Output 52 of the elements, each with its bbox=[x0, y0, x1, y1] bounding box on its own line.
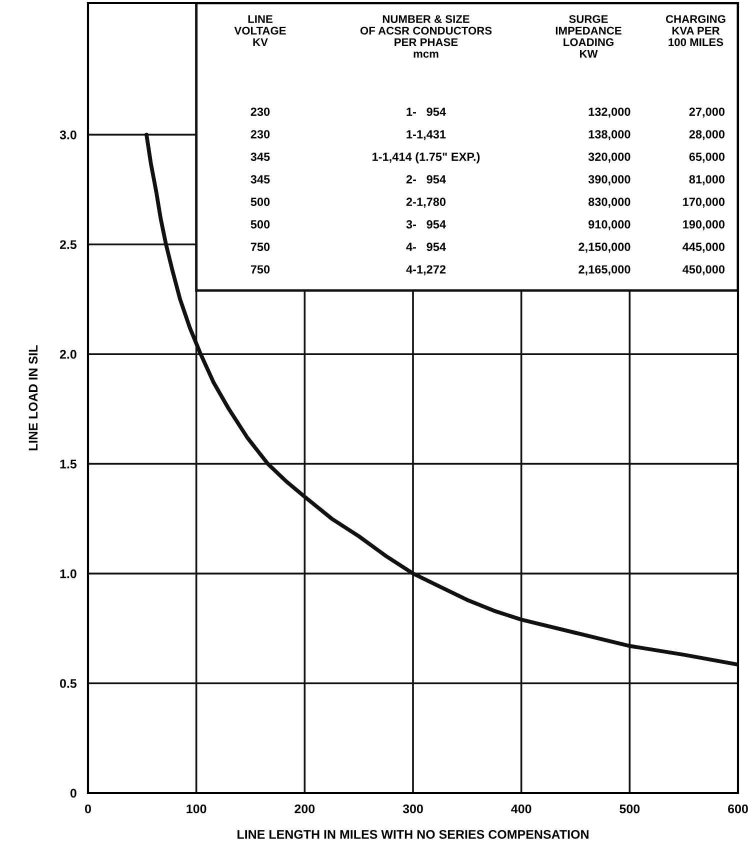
annotation: 4-1,272 bbox=[406, 265, 446, 276]
y-tick-label: 3.0 bbox=[60, 130, 76, 140]
x-tick-label: 300 bbox=[402, 804, 423, 814]
annotation: NUMBER & SIZE OF ACSR CONDUCTORS PER PHASE mcm bbox=[360, 15, 492, 58]
annotation: 910,000 bbox=[588, 220, 630, 230]
annotation: 390,000 bbox=[588, 175, 630, 186]
annotation: 3- 954 bbox=[406, 220, 446, 229]
annotation: 830,000 bbox=[588, 198, 630, 208]
annotation: 190,000 bbox=[683, 220, 725, 230]
x-tick-label: 200 bbox=[294, 804, 315, 814]
x-tick-label: 400 bbox=[511, 804, 532, 814]
annotation: 230 bbox=[250, 108, 270, 116]
annotation: 230 bbox=[250, 130, 270, 138]
annotation: 750 bbox=[250, 242, 270, 252]
annotation: 1-1,431 bbox=[406, 130, 446, 140]
y-tick-label: 2.5 bbox=[60, 240, 77, 250]
annotation: SURGE IMPEDANCE LOADING KW bbox=[556, 15, 622, 58]
annotation: LINE VOLTAGE KV bbox=[234, 15, 286, 46]
annotation: 132,000 bbox=[588, 108, 630, 118]
annotation: 1-1,414 (1.75" EXP.) bbox=[372, 152, 480, 164]
annotation: 2,150,000 bbox=[578, 242, 630, 253]
annotation: 2-1,780 bbox=[406, 198, 446, 208]
annotation: 65,000 bbox=[689, 152, 725, 163]
y-tick-label: 0 bbox=[70, 788, 76, 798]
x-axis-title: LINE LENGTH IN MILES WITH NO SERIES COMPENSATION bbox=[238, 830, 588, 839]
annotation: 500 bbox=[250, 198, 270, 206]
annotation: 138,000 bbox=[588, 130, 630, 140]
annotation: 750 bbox=[250, 265, 270, 274]
annotation: 2,165,000 bbox=[578, 265, 630, 276]
y-tick-label: 2.0 bbox=[60, 350, 76, 359]
x-tick-label: 0 bbox=[85, 804, 91, 814]
annotation: 345 bbox=[250, 175, 270, 184]
y-tick-label: 1.5 bbox=[60, 460, 77, 468]
annotation: 28,000 bbox=[689, 130, 725, 140]
annotation: 2- 954 bbox=[406, 175, 446, 184]
annotation: 1- 954 bbox=[406, 108, 446, 116]
annotation: 4- 954 bbox=[406, 242, 446, 252]
annotation: 320,000 bbox=[588, 152, 630, 163]
annotation: 345 bbox=[250, 152, 270, 161]
x-tick-label: 600 bbox=[728, 804, 748, 814]
y-tick-label: 0.5 bbox=[60, 679, 77, 688]
annotation: 170,000 bbox=[683, 198, 725, 208]
annotation: 450,000 bbox=[682, 265, 725, 276]
annotation: 81,000 bbox=[689, 175, 725, 186]
y-tick-label: 1.0 bbox=[60, 569, 76, 578]
y-axis-title: LINE LOAD IN SIL bbox=[28, 345, 38, 450]
annotation: 27,000 bbox=[689, 108, 725, 118]
annotation: CHARGING KVA PER 100 MILES bbox=[666, 15, 726, 46]
x-tick-label: 500 bbox=[620, 804, 640, 814]
annotation: 445,000 bbox=[682, 242, 725, 253]
annotation: 500 bbox=[250, 220, 270, 229]
x-tick-label: 100 bbox=[186, 804, 206, 814]
